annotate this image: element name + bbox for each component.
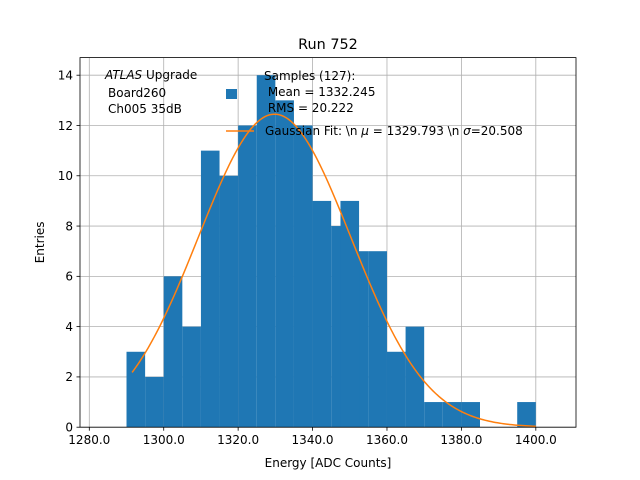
svg-text:ATLAS Upgrade: ATLAS Upgrade [104,68,197,82]
channel-label: Ch005 35dB [108,102,182,116]
histogram-bar [256,75,276,428]
legend-hist-line-3: RMS = 20.222 [264,101,354,115]
y-tick-label: 14 [58,69,73,83]
atlas-italic-text: ATLAS [104,68,143,82]
grid-lines [80,57,576,428]
board-label: Board260 [108,86,166,100]
histogram-bar [126,351,146,428]
y-tick-label: 2 [65,370,73,384]
histogram-bar [145,376,164,428]
histogram-bar [424,402,443,428]
x-tick-label: 1300.0 [143,433,185,447]
x-axis-label: Energy [ADC Counts] [265,456,392,470]
x-tick-label: 1360.0 [366,433,408,447]
y-tick-label: 6 [65,270,73,284]
histogram-bar [368,251,387,428]
histogram-bar [461,402,480,428]
gaussian-fit-layer [131,113,536,428]
legend-hist-swatch [226,89,237,99]
legend-fit-post: =20.508 [471,124,523,138]
x-tick-label: 1280.0 [68,433,110,447]
histogram-bar [405,326,425,428]
axes-frame [79,57,577,428]
histogram-bar [517,402,536,428]
y-tick-label: 8 [65,219,73,233]
histogram-bar [386,351,406,428]
histogram-bar [238,125,257,428]
y-tick-label: 10 [58,169,73,183]
legend-fit-sigma: σ [463,124,471,138]
histogram-bar [219,175,239,428]
histogram-bar [293,125,313,428]
legend-fit-label: Gaussian Fit: \n μ = 1329.793 \n σ=20.50… [265,124,523,138]
y-axis-ticks: 0 2 4 6 8 10 12 14 [58,69,80,435]
gaussian-fit-curve [131,113,536,428]
chart-title: Run 752 [298,37,358,53]
x-tick-label: 1400.0 [515,433,557,447]
legend-hist-line-1: Samples (127): [264,69,355,83]
atlas-upgrade-text: Upgrade [142,68,197,82]
histogram-bars [126,75,536,428]
legend-fit-pre: Gaussian Fit: \n [265,124,361,138]
x-tick-label: 1340.0 [292,433,334,447]
legend-fit-mu: μ [360,124,369,138]
histogram-bar [182,326,201,428]
legend-fit-mid: = 1329.793 \n [369,124,463,138]
y-tick-label: 4 [65,320,73,334]
legend-hist-line-2: Mean = 1332.245 [264,85,375,99]
y-tick-label: 0 [65,421,73,435]
histogram-bar [312,200,332,428]
y-axis-label: Entries [33,222,47,264]
x-tick-label: 1320.0 [217,433,259,447]
legend: Samples (127): Mean = 1332.245 RMS = 20.… [226,69,523,138]
histogram-bar [275,100,294,428]
histogram-bar [340,200,360,428]
x-tick-label: 1380.0 [440,433,482,447]
histogram-bar [163,276,183,428]
x-axis-ticks: 1280.0 1300.0 1320.0 1340.0 1360.0 1380.0 1400… [68,427,557,447]
y-tick-label: 12 [58,119,73,133]
atlas-annotation: ATLAS Upgrade Board260 Ch005 35dB [104,68,197,116]
